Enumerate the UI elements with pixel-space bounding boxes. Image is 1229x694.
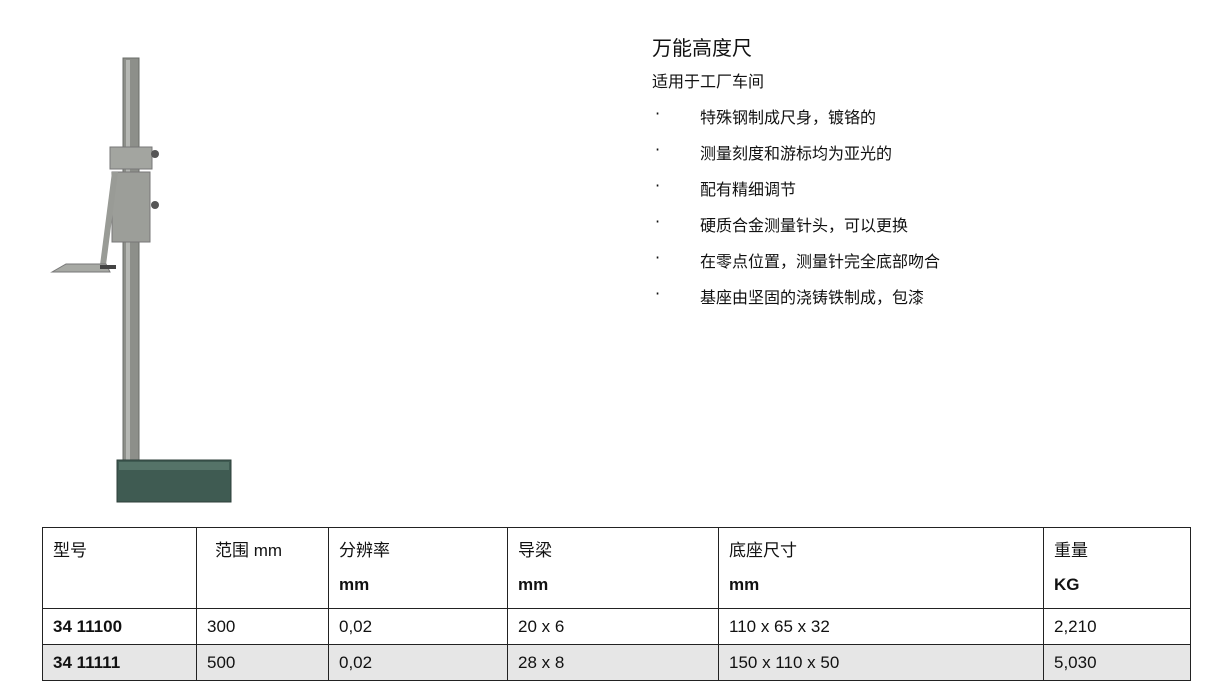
header-model: 型号 [42, 527, 197, 609]
bullet-icon: · [655, 212, 661, 231]
cell-base-size: 150 x 110 x 50 [718, 644, 1044, 681]
cell-model: 34 11100 [42, 608, 197, 645]
header-range: 范围 mm [196, 527, 329, 609]
feature-text: 基座由坚固的浇铸铁制成，包漆 [700, 288, 925, 307]
product-subtitle: 适用于工厂车间 [652, 72, 765, 91]
feature-text: 配有精细调节 [700, 180, 797, 199]
header-resolution: 分辨率 mm [328, 527, 508, 609]
table-row: 34 11100 300 0,02 20 x 6 110 x 65 x 32 2… [42, 608, 1191, 645]
bullet-icon: · [655, 248, 661, 267]
cell-range: 300 [196, 608, 329, 645]
header-weight: 重量 KG [1043, 527, 1191, 609]
cell-resolution: 0,02 [328, 644, 508, 681]
feature-text: 硬质合金测量针头，可以更换 [700, 216, 909, 235]
bullet-icon: · [655, 284, 661, 303]
cell-range: 500 [196, 644, 329, 681]
cell-base-size: 110 x 65 x 32 [718, 608, 1044, 645]
table-row: 34 11111 500 0,02 28 x 8 150 x 110 x 50 … [42, 644, 1191, 681]
bullet-icon: · [655, 176, 661, 195]
header-base-size: 底座尺寸 mm [718, 527, 1044, 609]
cell-weight: 5,030 [1043, 644, 1191, 681]
header-beam: 导梁 mm [507, 527, 719, 609]
cell-beam: 20 x 6 [507, 608, 719, 645]
product-title: 万能高度尺 [652, 36, 752, 60]
gauge-scriber [50, 263, 111, 273]
cell-beam: 28 x 8 [507, 644, 719, 681]
bullet-icon: · [655, 140, 661, 159]
height-gauge-image [50, 57, 232, 503]
feature-text: 特殊钢制成尺身，镀铬的 [700, 108, 877, 127]
gauge-slider [109, 146, 153, 170]
cell-resolution: 0,02 [328, 608, 508, 645]
spec-table: 型号 范围 mm 分辨率 mm 导梁 mm 底座尺寸 mm 重量 KG 34 11100… [42, 527, 1191, 681]
feature-text: 测量刻度和游标均为亚光的 [700, 144, 893, 163]
cell-weight: 2,210 [1043, 608, 1191, 645]
bullet-icon: · [655, 104, 661, 123]
cell-model: 34 11111 [42, 644, 197, 681]
table-header-row: 型号 范围 mm 分辨率 mm 导梁 mm 底座尺寸 mm 重量 KG [42, 527, 1191, 609]
feature-text: 在零点位置，测量针完全底部吻合 [700, 252, 941, 271]
gauge-beam [122, 57, 140, 467]
